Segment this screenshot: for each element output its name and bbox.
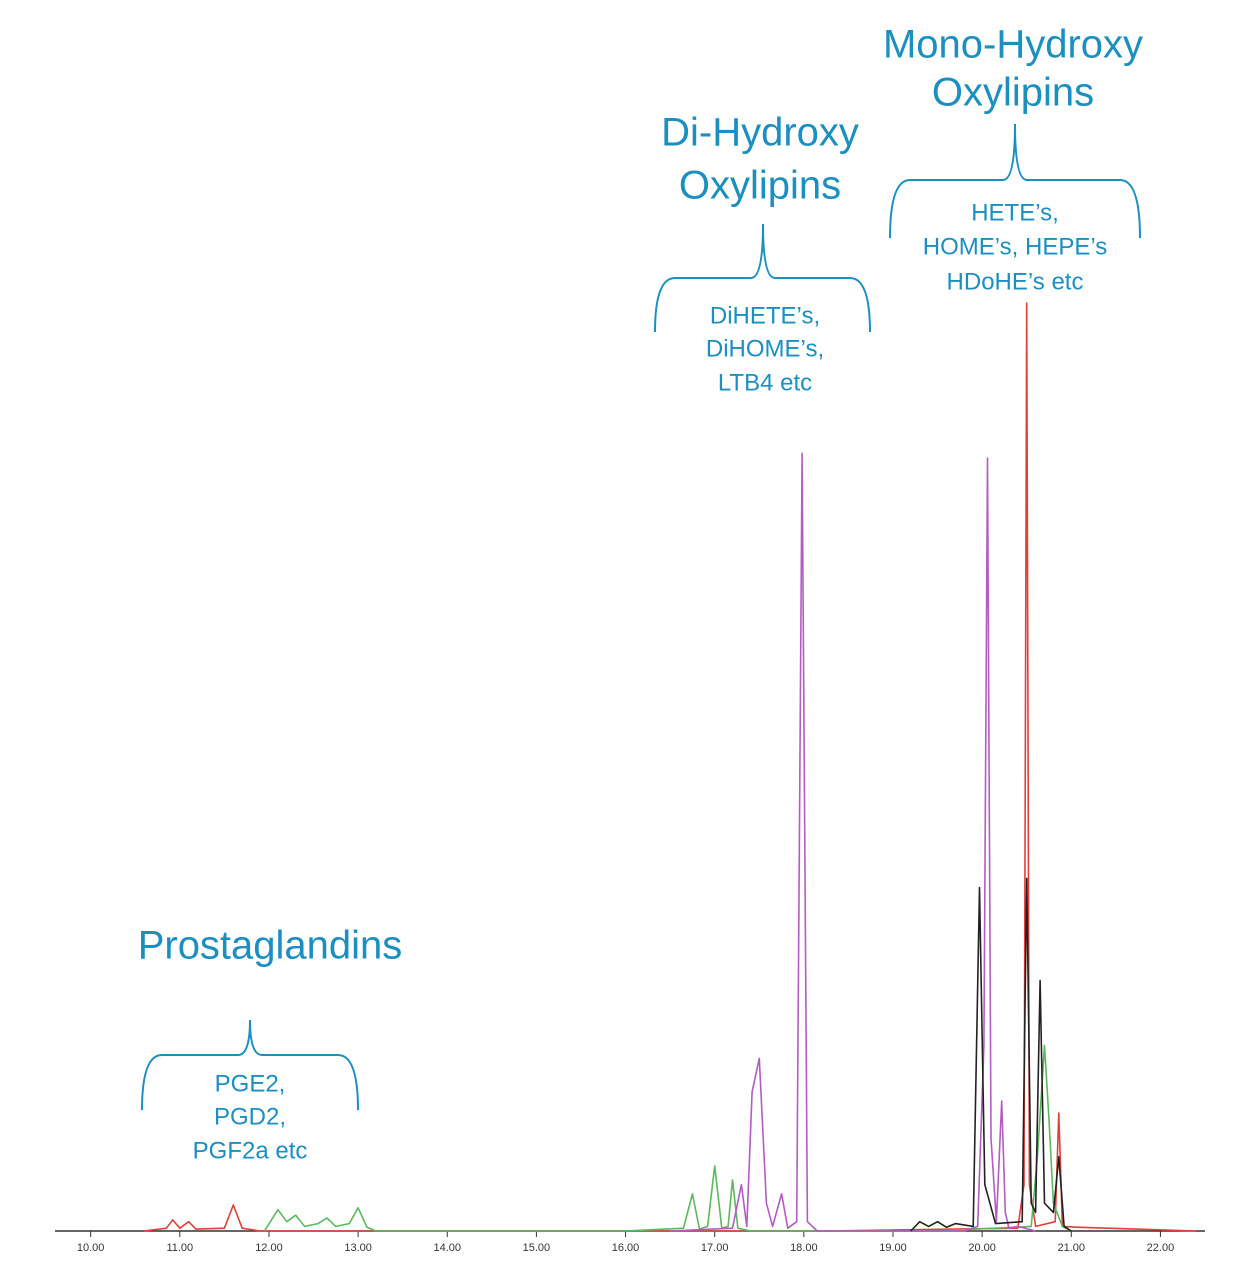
trace — [910, 877, 1072, 1232]
x-tick-label: 13.00 — [344, 1242, 372, 1254]
annotation-item: DiHETE’s, — [710, 302, 820, 329]
annotation-item: PGE2, — [215, 1070, 286, 1097]
annotation-title: Oxylipins — [932, 71, 1094, 115]
annotation-title: Di-Hydroxy — [661, 111, 859, 155]
annotation-item: HDoHE’s etc — [947, 268, 1084, 295]
x-tick-label: 22.00 — [1147, 1242, 1175, 1254]
annotation-item: LTB4 etc — [718, 369, 812, 396]
annotation-title: Mono-Hydroxy — [883, 23, 1143, 67]
annotations: Prostaglandins PGE2, PGD2, PGF2a etc Di-… — [138, 23, 1143, 1165]
brace — [141, 1019, 359, 1111]
annotation-item: HETE’s, — [971, 199, 1059, 226]
trace — [263, 1044, 1072, 1232]
annotation-item: PGD2, — [214, 1103, 286, 1130]
x-tick-label: 17.00 — [701, 1242, 729, 1254]
x-tick-label: 10.00 — [77, 1242, 105, 1254]
x-tick-label: 20.00 — [968, 1242, 996, 1254]
annotation-item: DiHOME’s, — [706, 335, 824, 362]
x-tick-label: 14.00 — [433, 1242, 461, 1254]
x-tick-label: 12.00 — [255, 1242, 283, 1254]
trace — [670, 452, 1036, 1232]
annotation-title: Oxylipins — [679, 164, 841, 208]
annotation-item: HOME’s, HEPE’s — [923, 233, 1108, 260]
x-tick-label: 21.00 — [1058, 1242, 1086, 1254]
annotation-title: Prostaglandins — [138, 924, 403, 968]
x-tick-label: 11.00 — [166, 1242, 193, 1254]
brace — [654, 223, 871, 333]
x-tick-label: 18.00 — [790, 1242, 818, 1254]
x-tick-label: 19.00 — [879, 1242, 907, 1254]
x-tick-label: 15.00 — [523, 1242, 551, 1254]
brace — [889, 123, 1141, 239]
x-tick-label: 16.00 — [612, 1242, 640, 1254]
annotation-item: PGF2a etc — [193, 1137, 308, 1164]
